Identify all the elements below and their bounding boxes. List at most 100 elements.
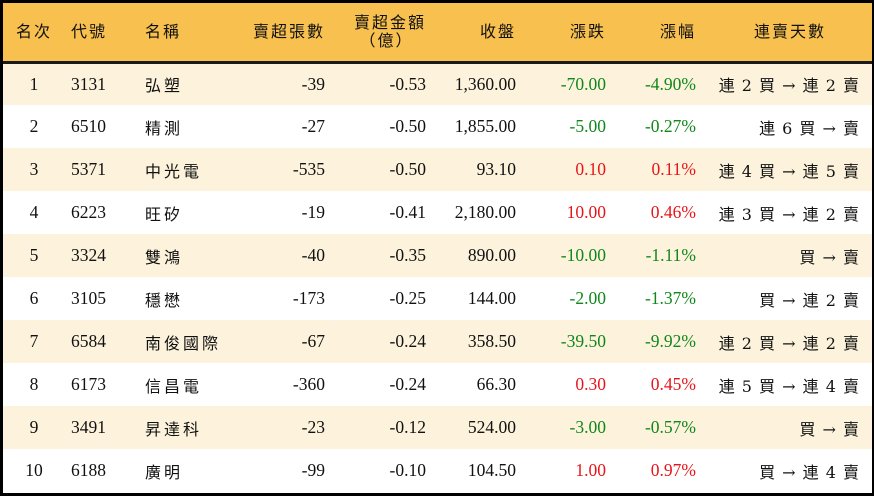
cell-close: 104.50 bbox=[467, 460, 516, 480]
cell-net-sell-lots: -39 bbox=[301, 73, 325, 94]
cell-change: 10.00 bbox=[566, 202, 606, 222]
cell-streak: 連 6 買 → 賣 bbox=[759, 118, 860, 138]
cell-name: 南俊國際 bbox=[145, 333, 222, 353]
cell-change-pct: -0.57% bbox=[644, 417, 696, 437]
cell-name: 中光電 bbox=[145, 161, 203, 181]
cell-net-sell-amount: -0.50 bbox=[389, 159, 426, 179]
cell-change-pct: -9.92% bbox=[644, 331, 696, 351]
cell-change: -3.00 bbox=[569, 417, 606, 437]
cell-net-sell-lots: -173 bbox=[292, 288, 325, 308]
table-body: 1 3131 弘塑 -39 -0.53 1,360.00 -70.00 -4.9… bbox=[3, 62, 872, 492]
header-rank: 名次 bbox=[3, 3, 65, 64]
cell-close: 66.30 bbox=[476, 374, 516, 394]
cell-rank: 6 bbox=[29, 288, 39, 308]
cell-rank: 9 bbox=[29, 417, 39, 437]
cell-streak: 連 3 買 → 連 2 賣 bbox=[718, 204, 860, 224]
cell-rank: 1 bbox=[29, 73, 39, 94]
cell-net-sell-amount: -0.24 bbox=[389, 331, 426, 351]
cell-streak: 連 4 買 → 連 5 賣 bbox=[718, 161, 860, 181]
cell-streak: 連 2 買 → 連 2 賣 bbox=[718, 333, 860, 353]
cell-change-pct: -1.11% bbox=[645, 245, 696, 265]
table-row[interactable]: 5 3324 雙鴻 -40 -0.35 890.00 -10.00 -1.11%… bbox=[3, 234, 872, 277]
cell-change: 0.10 bbox=[575, 159, 606, 179]
cell-change-pct: -4.90% bbox=[644, 73, 696, 94]
header-change-pct: 漲幅 bbox=[606, 3, 696, 64]
header-streak: 連賣天數 bbox=[696, 3, 872, 64]
cell-change: 1.00 bbox=[575, 460, 606, 480]
cell-close: 524.00 bbox=[467, 417, 516, 437]
cell-close: 1,360.00 bbox=[454, 73, 516, 94]
table-row[interactable]: 7 6584 南俊國際 -67 -0.24 358.50 -39.50 -9.9… bbox=[3, 320, 872, 363]
cell-streak: 連 2 買 → 連 2 賣 bbox=[718, 76, 860, 96]
cell-net-sell-amount: -0.25 bbox=[389, 288, 426, 308]
cell-close: 358.50 bbox=[467, 331, 516, 351]
cell-code: 6584 bbox=[71, 331, 106, 351]
cell-name: 昇達科 bbox=[145, 419, 203, 439]
table-row[interactable]: 2 6510 精測 -27 -0.50 1,855.00 -5.00 -0.27… bbox=[3, 105, 872, 148]
header-net-sell-amount: 賣超金額 （億） bbox=[325, 3, 426, 64]
cell-code: 3324 bbox=[71, 245, 106, 265]
header-change: 漲跌 bbox=[516, 3, 606, 64]
cell-change-pct: -0.27% bbox=[644, 116, 696, 136]
cell-net-sell-amount: -0.12 bbox=[389, 417, 426, 437]
cell-change-pct: 0.11% bbox=[651, 159, 696, 179]
cell-close: 2,180.00 bbox=[454, 202, 516, 222]
net-sell-ranking-table: 名次 代號 名稱 賣超張數 賣超金額 （億） 收盤 漲跌 漲幅 連賣天數 1 3… bbox=[3, 3, 872, 492]
cell-streak: 買 → 連 4 賣 bbox=[759, 462, 860, 482]
table-header: 名次 代號 名稱 賣超張數 賣超金額 （億） 收盤 漲跌 漲幅 連賣天數 bbox=[3, 3, 872, 64]
table-row[interactable]: 8 6173 信昌電 -360 -0.24 66.30 0.30 0.45% 連… bbox=[3, 363, 872, 406]
cell-name: 雙鴻 bbox=[145, 247, 184, 267]
cell-change: -70.00 bbox=[560, 73, 606, 94]
table-row[interactable]: 9 3491 昇達科 -23 -0.12 524.00 -3.00 -0.57%… bbox=[3, 406, 872, 449]
cell-rank: 3 bbox=[29, 159, 39, 179]
header-name: 名稱 bbox=[135, 3, 231, 64]
cell-change: -2.00 bbox=[569, 288, 606, 308]
header-net-sell-lots: 賣超張數 bbox=[231, 3, 325, 64]
cell-change: -39.50 bbox=[560, 331, 606, 351]
cell-close: 144.00 bbox=[467, 288, 516, 308]
cell-name: 精測 bbox=[145, 118, 184, 138]
cell-rank: 2 bbox=[29, 116, 39, 136]
cell-change-pct: 0.46% bbox=[650, 202, 696, 222]
cell-net-sell-amount: -0.35 bbox=[389, 245, 426, 265]
cell-streak: 連 5 買 → 連 4 賣 bbox=[718, 376, 860, 396]
cell-net-sell-amount: -0.41 bbox=[389, 202, 426, 222]
cell-close: 890.00 bbox=[467, 245, 516, 265]
cell-net-sell-lots: -99 bbox=[301, 460, 325, 480]
cell-change: -10.00 bbox=[560, 245, 606, 265]
header-net-sell-amount-label: 賣超金額 bbox=[353, 12, 426, 32]
cell-net-sell-lots: -67 bbox=[301, 331, 325, 351]
cell-net-sell-lots: -360 bbox=[292, 374, 325, 394]
cell-code: 6188 bbox=[71, 460, 106, 480]
table-row[interactable]: 10 6188 廣明 -99 -0.10 104.50 1.00 0.97% 買… bbox=[3, 449, 872, 492]
cell-name: 信昌電 bbox=[145, 376, 203, 396]
cell-streak: 買 → 連 2 賣 bbox=[759, 290, 860, 310]
cell-name: 穩懋 bbox=[145, 290, 184, 310]
cell-code: 6173 bbox=[71, 374, 106, 394]
cell-change: -5.00 bbox=[569, 116, 606, 136]
cell-code: 3491 bbox=[71, 417, 106, 437]
cell-code: 6510 bbox=[71, 116, 106, 136]
header-close: 收盤 bbox=[426, 3, 516, 64]
cell-change-pct: 0.97% bbox=[650, 460, 696, 480]
table-row[interactable]: 4 6223 旺矽 -19 -0.41 2,180.00 10.00 0.46%… bbox=[3, 191, 872, 234]
cell-rank: 4 bbox=[29, 202, 39, 222]
table-row[interactable]: 1 3131 弘塑 -39 -0.53 1,360.00 -70.00 -4.9… bbox=[3, 62, 872, 105]
cell-change-pct: 0.45% bbox=[650, 374, 696, 394]
cell-net-sell-amount: -0.50 bbox=[389, 116, 426, 136]
cell-streak: 買 → 賣 bbox=[799, 247, 860, 267]
table-row[interactable]: 3 5371 中光電 -535 -0.50 93.10 0.10 0.11% 連… bbox=[3, 148, 872, 191]
cell-close: 93.10 bbox=[476, 159, 516, 179]
header-net-sell-amount-unit: （億） bbox=[359, 30, 414, 50]
cell-net-sell-lots: -19 bbox=[301, 202, 325, 222]
cell-rank: 7 bbox=[29, 331, 39, 351]
cell-rank: 8 bbox=[29, 374, 39, 394]
cell-streak: 買 → 賣 bbox=[799, 419, 860, 439]
cell-rank: 10 bbox=[25, 460, 43, 480]
table-row[interactable]: 6 3105 穩懋 -173 -0.25 144.00 -2.00 -1.37%… bbox=[3, 277, 872, 320]
cell-net-sell-amount: -0.53 bbox=[389, 73, 426, 94]
cell-name: 旺矽 bbox=[145, 204, 184, 224]
cell-net-sell-lots: -40 bbox=[301, 245, 325, 265]
cell-code: 3131 bbox=[71, 73, 106, 94]
